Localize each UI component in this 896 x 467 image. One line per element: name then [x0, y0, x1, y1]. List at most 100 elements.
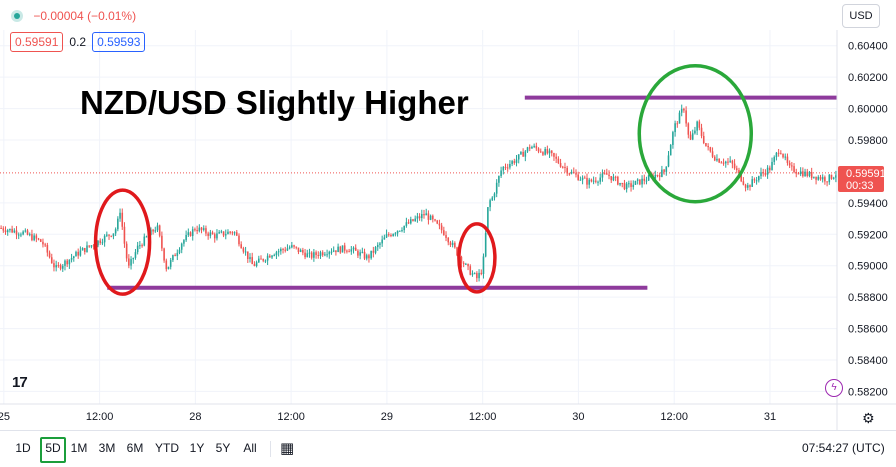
calendar-range-icon[interactable]: ▦ — [280, 440, 295, 457]
current-price-label: 0.59591 00:33 — [838, 166, 886, 192]
candle-body — [42, 241, 44, 245]
price-tick-label: 0.58800 — [848, 292, 888, 304]
candle-body — [209, 232, 212, 236]
candle-body — [835, 175, 837, 178]
candle-body — [207, 233, 209, 236]
candle-body — [751, 179, 753, 187]
candle-body — [295, 246, 298, 248]
candle-body — [22, 231, 24, 235]
candle-body — [365, 255, 368, 259]
tradingview-logo-icon[interactable]: 17 — [12, 374, 28, 391]
candle-body — [242, 248, 245, 252]
candle-body — [277, 251, 280, 253]
green-highlight-circle — [637, 63, 754, 204]
candle-body — [97, 240, 99, 246]
price-axis-ticks: 0.60400 0.60200 0.60000 0.59800 0.59400 0.592… — [848, 41, 888, 399]
candle-body — [515, 159, 518, 163]
candle-body — [702, 135, 705, 144]
candle-body — [658, 175, 661, 177]
candle-body — [561, 166, 564, 168]
candle-body — [273, 255, 276, 257]
candle-body — [244, 251, 247, 253]
candle-body — [2, 228, 5, 231]
candle-body — [427, 213, 430, 220]
candle-body — [359, 252, 361, 256]
timeframe-6m[interactable]: 6M — [126, 441, 144, 455]
candle-body — [773, 157, 776, 162]
candle-body — [647, 175, 650, 181]
candle-body — [33, 235, 35, 241]
candle-body — [566, 167, 568, 174]
candle-body — [141, 245, 143, 247]
candle-body — [592, 180, 595, 182]
gear-icon[interactable]: ⚙ — [862, 410, 875, 426]
candle-body — [506, 167, 509, 169]
candle-body — [579, 179, 582, 181]
candle-body — [454, 242, 456, 248]
candle-body — [227, 231, 229, 235]
candle-body — [744, 184, 747, 188]
timeframe-1m[interactable]: 1M — [70, 441, 88, 455]
candle-body — [361, 251, 364, 253]
candle-body — [286, 248, 289, 251]
candle-body — [35, 235, 38, 239]
timeframe-1y[interactable]: 1Y — [189, 441, 205, 455]
timeframe-all[interactable]: All — [243, 441, 257, 455]
timeframe-ytd[interactable]: YTD — [155, 441, 179, 455]
candle-body — [260, 258, 262, 260]
candle-body — [436, 220, 439, 224]
candle-body — [667, 155, 670, 167]
candle-body — [302, 249, 304, 253]
candle-body — [511, 161, 513, 164]
bottom-toolbar: 1D 5D 1M 3M 6M YTD 1Y 5Y All ▦ 07:54:27 (UTC) — [0, 430, 896, 467]
utc-clock[interactable]: 07:54:27 (UTC) — [802, 441, 885, 455]
candle-body — [434, 219, 436, 221]
timeframe-5y[interactable]: 5Y — [215, 441, 231, 455]
candle-body — [817, 176, 820, 180]
candle-body — [152, 229, 154, 232]
currency-selector[interactable]: USD — [842, 4, 880, 28]
candle-body — [396, 230, 399, 234]
candle-body — [379, 243, 381, 245]
candle-body — [755, 180, 758, 182]
price-tick-label: 0.58400 — [848, 355, 888, 367]
time-tick-label: 30 — [572, 411, 584, 423]
candle-body — [788, 162, 791, 166]
candle-body — [678, 112, 681, 124]
price-axis-background — [837, 30, 896, 430]
timeframe-3m[interactable]: 3M — [98, 441, 116, 455]
candle-body — [797, 173, 800, 175]
ask-price-button[interactable]: 0.59593 — [92, 32, 146, 52]
candle-body — [480, 272, 483, 274]
price-change: −0.00004 (−0.01%) — [33, 8, 137, 23]
candle-body — [522, 151, 524, 157]
candle-body — [121, 212, 124, 227]
candle-body — [674, 123, 676, 133]
timeframe-1d[interactable]: 1D — [15, 441, 31, 455]
candle-body — [553, 153, 555, 157]
timeframe-5d[interactable]: 5D — [40, 437, 66, 463]
bid-price-button[interactable]: 0.59591 — [10, 32, 64, 52]
candle-body — [255, 262, 258, 267]
candle-body — [698, 121, 701, 128]
candle-body — [493, 193, 496, 198]
candle-body — [509, 163, 511, 168]
candle-body — [409, 219, 412, 224]
candle-body — [478, 272, 480, 279]
candle-body — [524, 151, 527, 157]
candle-body — [202, 228, 205, 230]
candle-body — [194, 229, 196, 231]
lightning-icon[interactable]: ϟ — [825, 379, 843, 397]
candle-body — [449, 242, 452, 245]
candle-body — [376, 244, 379, 248]
candle-body — [59, 265, 62, 269]
candle-body — [0, 228, 2, 229]
price-tick-label: 0.60000 — [848, 104, 888, 116]
candle-body — [661, 169, 663, 177]
candle-body — [275, 252, 278, 256]
candle-body — [145, 236, 148, 238]
candle-body — [456, 247, 458, 256]
candle-body — [735, 168, 738, 171]
candle-body — [780, 153, 782, 155]
